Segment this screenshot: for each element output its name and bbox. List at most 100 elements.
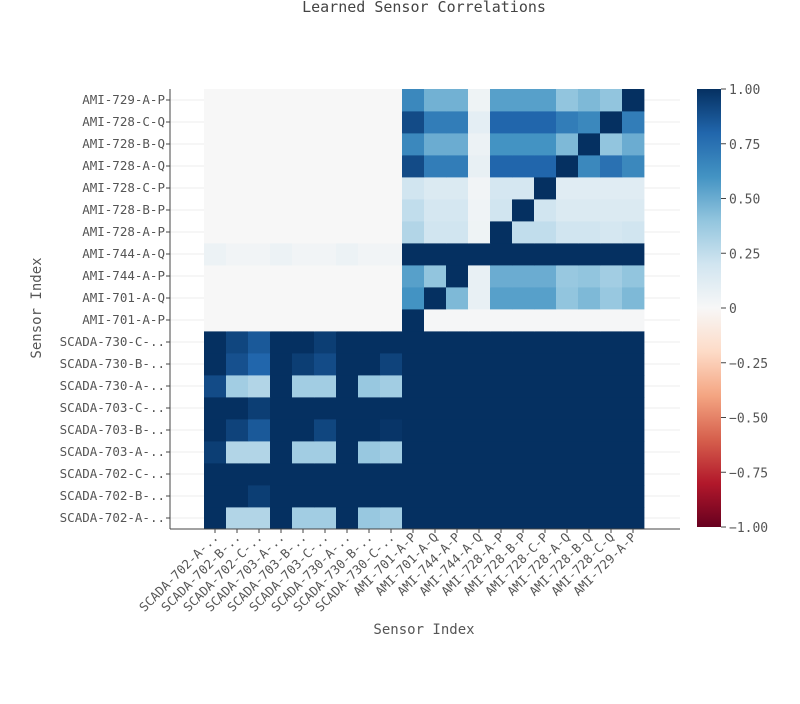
heatmap-cell [534, 89, 557, 112]
heatmap-cell [226, 397, 249, 420]
heatmap-cell [336, 221, 359, 244]
heatmap-cell [446, 221, 469, 244]
heatmap-cell [270, 265, 293, 288]
heatmap-cell [226, 507, 249, 530]
heatmap-cell [468, 397, 491, 420]
heatmap-cell [226, 331, 249, 354]
heatmap-cell [226, 111, 249, 134]
colorbar-tick-label: 0.75 [729, 138, 760, 153]
y-tick-label: SCADA-703-A-.. [60, 444, 165, 459]
axis-layer [169, 89, 680, 530]
heatmap-cell [336, 441, 359, 464]
heatmap-cell [270, 331, 293, 354]
heatmap-cell [490, 507, 513, 530]
y-axis-title: Sensor Index [29, 257, 45, 358]
heatmap-cell [556, 353, 579, 376]
heatmap-cell [314, 111, 337, 134]
heatmap-cell [534, 375, 557, 398]
heatmap-cell [578, 155, 601, 178]
y-tick-label: SCADA-730-B-.. [60, 356, 165, 371]
heatmap-cell [490, 155, 513, 178]
heatmap-cell [512, 463, 535, 486]
x-axis-title: Sensor Index [373, 622, 474, 638]
heatmap-cell [622, 441, 645, 464]
heatmap-cell [270, 441, 293, 464]
heatmap-cell [578, 485, 601, 508]
heatmap-cell [490, 419, 513, 442]
heatmap-cell [600, 265, 623, 288]
heatmap-cell [380, 353, 403, 376]
heatmap-cell [402, 331, 425, 354]
heatmap-cell [512, 375, 535, 398]
heatmap-cell [358, 463, 381, 486]
heatmap-cell [534, 221, 557, 244]
y-tick-label: AMI-728-C-Q [82, 114, 165, 129]
heatmap-cell [226, 133, 249, 156]
heatmap-cell [490, 441, 513, 464]
heatmap-cell [622, 221, 645, 244]
heatmap-cell [270, 463, 293, 486]
heatmap-cell [556, 287, 579, 310]
heatmap-cell [292, 507, 315, 530]
heatmap-cell [600, 133, 623, 156]
y-tick-label: SCADA-702-C-.. [60, 466, 165, 481]
heatmap-cell [600, 507, 623, 530]
heatmap-cell [424, 485, 447, 508]
heatmap-cell [226, 353, 249, 376]
heatmap-cell [292, 331, 315, 354]
heatmap-cell [204, 463, 227, 486]
heatmap-cell [270, 155, 293, 178]
heatmap-cell [534, 155, 557, 178]
heatmap-cell [424, 441, 447, 464]
heatmap-cell [512, 133, 535, 156]
heatmap-cell [446, 133, 469, 156]
heatmap-cell [226, 265, 249, 288]
heatmap-cell [446, 89, 469, 112]
heatmap-cell [600, 331, 623, 354]
y-tick-label: SCADA-703-B-.. [60, 422, 165, 437]
y-tick-label: SCADA-702-A-.. [60, 510, 165, 525]
heatmap-cell [248, 199, 271, 222]
colorbar-tick-label: 0.25 [729, 247, 760, 262]
heatmap-cell [446, 441, 469, 464]
heatmap-cell [248, 287, 271, 310]
heatmap-cell [380, 133, 403, 156]
heatmap-cell [314, 419, 337, 442]
heatmap-cell [424, 89, 447, 112]
heatmap-cell [380, 375, 403, 398]
heatmap-cell [314, 199, 337, 222]
heatmap-cell [248, 89, 271, 112]
heatmap-cell [292, 397, 315, 420]
chart-title: Learned Sensor Correlations [302, 0, 546, 16]
y-tick-label: SCADA-730-C-.. [60, 334, 165, 349]
heatmap-cell [292, 111, 315, 134]
heatmap-cell [336, 331, 359, 354]
heatmap-cell [468, 243, 491, 266]
heatmap-cell [490, 221, 513, 244]
heatmap-cell [402, 287, 425, 310]
heatmap-cell [314, 375, 337, 398]
heatmap-cell [556, 155, 579, 178]
heatmap-cell [556, 133, 579, 156]
heatmap-cell [314, 221, 337, 244]
heatmap-cell [424, 243, 447, 266]
heatmap-cell [336, 265, 359, 288]
heatmap-cell [314, 265, 337, 288]
heatmap-cell [358, 133, 381, 156]
heatmap-cell [402, 397, 425, 420]
heatmap-cell [204, 441, 227, 464]
heatmap-cell [490, 331, 513, 354]
heatmap-cell [534, 507, 557, 530]
heatmap-cell [270, 375, 293, 398]
heatmap-cell [512, 265, 535, 288]
heatmap-cell [446, 463, 469, 486]
heatmap-cell [380, 199, 403, 222]
heatmap-cell [380, 243, 403, 266]
heatmap-cell [380, 309, 403, 332]
heatmap-cell [600, 243, 623, 266]
heatmap-cell [292, 419, 315, 442]
heatmap-cell [600, 309, 623, 332]
heatmap-cell [248, 507, 271, 530]
